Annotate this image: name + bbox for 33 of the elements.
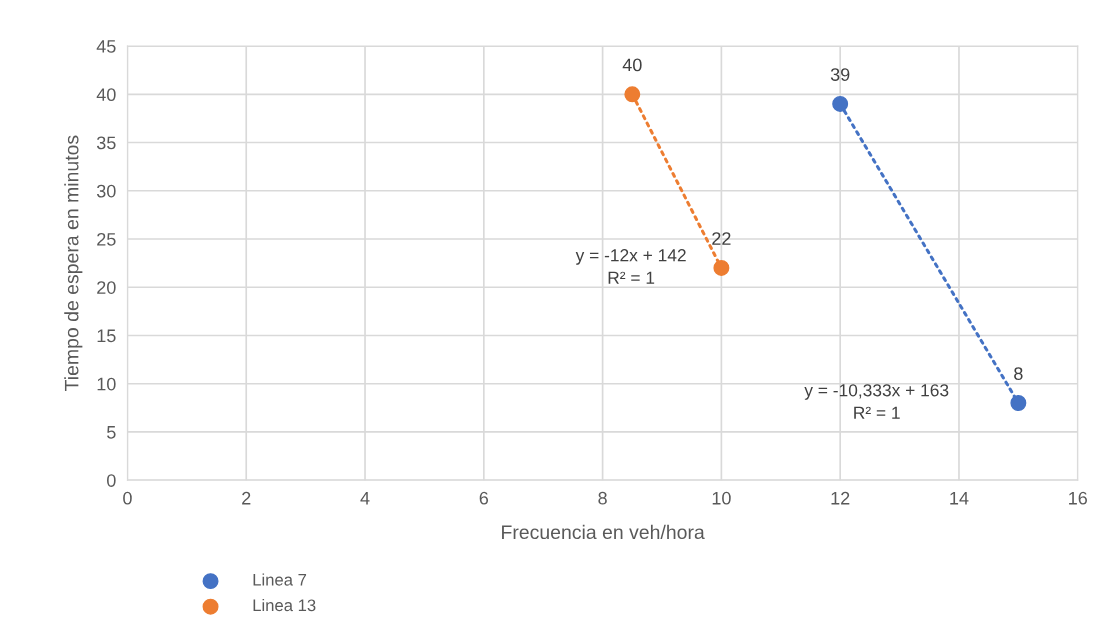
x-tick-label: 8 xyxy=(598,491,607,505)
x-tick-label: 6 xyxy=(479,491,489,505)
x-tick-label: 16 xyxy=(1069,491,1087,505)
data-label: 40 xyxy=(622,58,642,72)
y-tick-label: 40 xyxy=(96,88,116,102)
x-tick-label: 0 xyxy=(123,491,132,505)
x-tick-label: 2 xyxy=(242,491,251,505)
y-tick-label: 15 xyxy=(97,329,116,343)
y-tick-label: 35 xyxy=(96,136,116,150)
x-tick-label: 4 xyxy=(360,491,370,505)
annotation: y = -10,333x + 163 R² = 1 xyxy=(804,384,949,419)
x-tick-label: 12 xyxy=(831,491,850,505)
y-tick-label: 45 xyxy=(96,40,116,53)
y-tick-label: 10 xyxy=(97,377,116,391)
point xyxy=(832,95,849,112)
legend-label: Linea 13 xyxy=(253,598,316,612)
y-tick-label: 0 xyxy=(107,474,116,487)
y-tick-label: 5 xyxy=(107,426,116,439)
data-label: 22 xyxy=(712,232,731,245)
legend-label: Linea 7 xyxy=(253,573,307,586)
y-axis-title: Tiempo de espera en minutos xyxy=(64,135,83,391)
y-tick-label: 20 xyxy=(97,281,116,294)
y-tick-label: 30 xyxy=(96,184,116,198)
point xyxy=(713,259,730,276)
data-label: 8 xyxy=(1014,367,1023,380)
annotation: y = -12x + 142 R² = 1 xyxy=(575,249,686,284)
x-tick-label: 10 xyxy=(712,491,731,505)
data-label: 39 xyxy=(830,68,850,81)
x-tick-label: 14 xyxy=(950,491,969,505)
x-axis-title: Frecuencia en veh/hora xyxy=(502,524,705,540)
point xyxy=(1010,395,1027,411)
point xyxy=(624,86,641,103)
y-tick-label: 25 xyxy=(97,232,116,246)
